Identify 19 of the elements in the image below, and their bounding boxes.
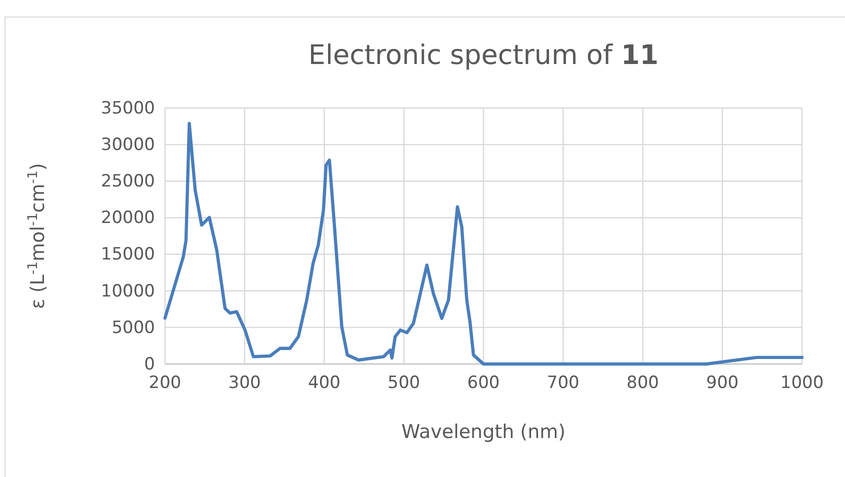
x-tick-label: 700 (546, 373, 580, 394)
x-axis-title: Wavelength (nm) (401, 421, 566, 443)
x-tick-label: 1000 (780, 373, 824, 394)
y-tick-label: 35000 (100, 98, 155, 118)
y-tick-label: 10000 (100, 281, 155, 302)
y-tick-label: 15000 (100, 244, 155, 265)
y-tick-label: 25000 (100, 172, 155, 192)
y-tick-label: 5000 (112, 318, 155, 338)
y-tick-label: 20000 (100, 208, 155, 228)
y-tick-label: 0 (144, 354, 155, 374)
x-tick-label: 900 (706, 373, 739, 394)
y-tick-label: 30000 (100, 135, 155, 156)
x-tick-label: 400 (308, 373, 340, 394)
chart-title: Electronic spectrum of 11 (308, 40, 659, 71)
x-tick-label: 300 (228, 373, 261, 394)
x-tick-label: 200 (148, 373, 182, 394)
x-tick-label: 500 (388, 373, 420, 394)
x-tick-label: 800 (626, 373, 659, 394)
x-tick-label: 600 (467, 373, 500, 394)
